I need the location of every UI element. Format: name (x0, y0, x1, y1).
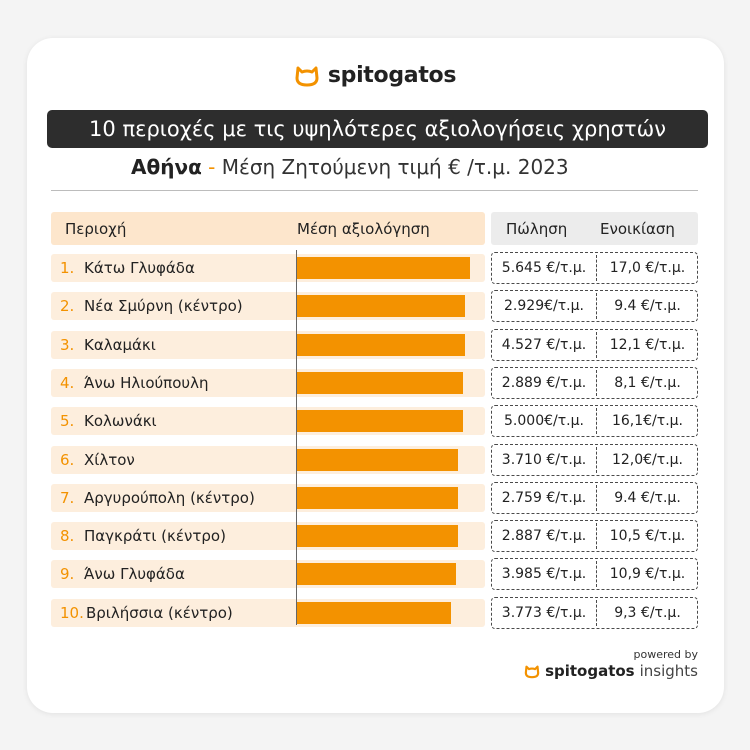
bar (297, 372, 463, 394)
price-box: 2.759 €/τ.μ. 9.4 €/τ.μ. (491, 482, 698, 514)
tick-label: Βριλήσσια (κέντρο) (86, 604, 233, 622)
header-sale: Πώληση (506, 220, 568, 238)
cat-logo-icon (295, 66, 319, 87)
row-rank: 7. (60, 489, 75, 507)
price-separator (596, 523, 597, 549)
row-rank: 5. (60, 412, 75, 430)
price-box: 3.773 €/τ.μ. 9,3 €/τ.μ. (491, 597, 698, 629)
rent-price: 10,5 €/τ.μ. (609, 528, 686, 544)
rent-price: 9,3 €/τ.μ. (614, 605, 681, 621)
rent-price: 16,1€/τ.μ. (611, 413, 684, 429)
sale-price: 2.887 €/τ.μ. (501, 528, 587, 544)
header-area: Περιοχή (65, 220, 127, 238)
tick-label: Άνω Ηλιούπουλη (84, 374, 209, 392)
price-box: 5.645 €/τ.μ. 17,0 €/τ.μ. (491, 252, 698, 284)
bar (297, 602, 451, 624)
header-rent: Ενοικίαση (600, 220, 675, 238)
bar-axis-line (296, 250, 297, 625)
footer-brand: spitogatos insights (524, 662, 698, 680)
tick-label: Νέα Σμύρνη (κέντρο) (84, 297, 243, 315)
powered-by-label: powered by (633, 648, 699, 661)
subtitle-city: Αθήνα (131, 155, 202, 179)
row-rank: 9. (60, 565, 75, 583)
rent-price: 10,9 €/τ.μ. (609, 566, 686, 582)
price-separator (596, 293, 597, 319)
price-separator (596, 408, 597, 434)
price-box: 3.985 €/τ.μ. 10,9 €/τ.μ. (491, 558, 698, 590)
subtitle-dash: - (201, 155, 222, 179)
price-separator (596, 485, 597, 511)
sale-price: 5.645 €/τ.μ. (501, 260, 587, 276)
rent-price: 9.4 €/τ.μ. (614, 298, 681, 314)
row-rank: 8. (60, 527, 75, 545)
tick-label: Παγκράτι (κέντρο) (84, 527, 226, 545)
subtitle-text: Μέση Ζητούμενη τιμή € /τ.μ. 2023 (221, 155, 569, 179)
sale-price: 2.889 €/τ.μ. (501, 375, 587, 391)
rent-price: 12,0€/τ.μ. (611, 452, 684, 468)
tick-label: Αργυρούπολη (κέντρο) (84, 489, 255, 507)
tick-label: Καλαμάκι (84, 336, 156, 354)
sale-price: 2.759 €/τ.μ. (501, 490, 587, 506)
price-box: 4.527 €/τ.μ. 12,1 €/τ.μ. (491, 329, 698, 361)
row-rank: 1. (60, 259, 75, 277)
right-header: Πώληση Ενοικίαση (491, 212, 698, 245)
row-rank: 2. (60, 297, 75, 315)
bar (297, 334, 465, 356)
header-rating: Μέση αξιολόγηση (297, 220, 430, 238)
sale-price: 3.985 €/τ.μ. (501, 566, 587, 582)
bar (297, 487, 458, 509)
price-separator (596, 600, 597, 626)
price-separator (596, 447, 597, 473)
price-box: 3.710 €/τ.μ. 12,0€/τ.μ. (491, 444, 698, 476)
row-rank: 4. (60, 374, 75, 392)
bar (297, 410, 463, 432)
rent-price: 12,1 €/τ.μ. (609, 337, 686, 353)
bar (297, 525, 458, 547)
sale-price: 2.929€/τ.μ. (504, 298, 584, 314)
row-rank: 10. (60, 604, 84, 622)
footer-brand-bold: spitogatos (545, 662, 635, 680)
footer-brand-light: insights (639, 662, 698, 680)
bar (297, 257, 470, 279)
price-separator (596, 332, 597, 358)
tick-label: Χίλτον (84, 451, 135, 469)
sale-price: 3.773 €/τ.μ. (501, 605, 587, 621)
row-rank: 3. (60, 336, 75, 354)
left-header: Περιοχή Μέση αξιολόγηση (51, 212, 485, 245)
sale-price: 5.000€/τ.μ. (504, 413, 584, 429)
price-box: 2.889 €/τ.μ. 8,1 €/τ.μ. (491, 367, 698, 399)
rent-price: 9.4 €/τ.μ. (614, 490, 681, 506)
rent-price: 8,1 €/τ.μ. (614, 375, 681, 391)
row-rank: 6. (60, 451, 75, 469)
cat-logo-icon (524, 665, 540, 679)
bar (297, 295, 465, 317)
tick-label: Άνω Γλυφάδα (84, 565, 185, 583)
bar (297, 563, 456, 585)
price-box: 2.887 €/τ.μ. 10,5 €/τ.μ. (491, 520, 698, 552)
price-separator (596, 561, 597, 587)
rent-price: 17,0 €/τ.μ. (609, 260, 686, 276)
chart-subtitle: Αθήνα - Μέση Ζητούμενη τιμή € /τ.μ. 2023 (131, 155, 569, 179)
sale-price: 4.527 €/τ.μ. (501, 337, 587, 353)
brand-name: spitogatos (327, 62, 457, 88)
price-separator (596, 370, 597, 396)
tick-label: Κάτω Γλυφάδα (84, 259, 195, 277)
price-box: 2.929€/τ.μ. 9.4 €/τ.μ. (491, 290, 698, 322)
bar (297, 449, 458, 471)
price-separator (596, 255, 597, 281)
chart-title: 10 περιοχές με τις υψηλότερες αξιολογήσε… (47, 110, 708, 148)
divider (51, 190, 698, 191)
brand-header: spitogatos (0, 62, 750, 92)
price-box: 5.000€/τ.μ. 16,1€/τ.μ. (491, 405, 698, 437)
sale-price: 3.710 €/τ.μ. (501, 452, 587, 468)
tick-label: Κολωνάκι (84, 412, 157, 430)
